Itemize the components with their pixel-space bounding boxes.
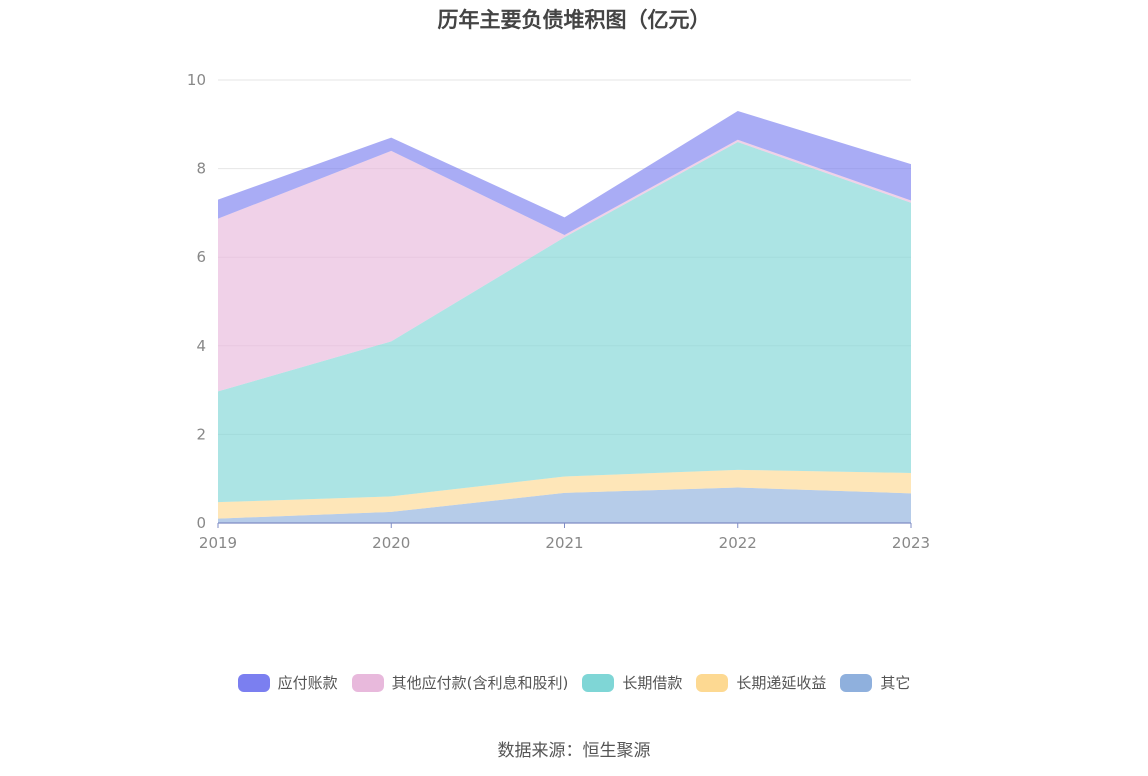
legend-item[interactable]: 其他应付款(含利息和股利)	[351, 672, 569, 693]
legend-swatch	[351, 673, 384, 692]
x-tick-label: 2021	[545, 534, 583, 552]
y-tick-label: 2	[196, 425, 206, 443]
legend-item[interactable]: 应付账款	[237, 672, 338, 693]
area-series-4[interactable]	[218, 111, 911, 236]
area-series-1[interactable]	[218, 469, 911, 519]
y-tick-label: 6	[196, 248, 206, 266]
legend-item[interactable]: 长期借款	[582, 672, 682, 693]
area-series-0[interactable]	[218, 487, 911, 523]
area-series-layer	[218, 111, 911, 523]
x-tick-label: 2020	[372, 534, 410, 552]
y-tick-label: 0	[196, 514, 206, 532]
y-tick-label: 8	[196, 160, 206, 178]
legend-item[interactable]: 长期递延收益	[696, 672, 826, 693]
y-tick-label: 10	[187, 71, 206, 89]
legend-label: 其他应付款(含利息和股利)	[391, 674, 569, 692]
legend-label: 长期递延收益	[736, 674, 827, 692]
legend-swatch	[582, 673, 615, 692]
x-tick-label: 2022	[719, 534, 757, 552]
legend-swatch	[237, 673, 270, 692]
area-series-2[interactable]	[218, 142, 911, 503]
legend-item[interactable]: 其它	[840, 672, 910, 693]
legend-label: 其它	[880, 674, 911, 692]
stacked-area-chart: 0 2 4 6 8 10 2019 2020 2021 2022 2023	[187, 71, 930, 552]
y-tick-label: 4	[196, 337, 206, 355]
legend: 应付账款 其他应付款(含利息和股利) 长期借款 长期递延收益 其它	[0, 672, 1148, 693]
data-source-text: 数据来源：恒生聚源	[497, 741, 651, 761]
legend-swatch	[840, 673, 873, 692]
axes: 0 2 4 6 8 10 2019 2020 2021 2022 2023	[187, 71, 930, 552]
area-series-3[interactable]	[218, 139, 911, 392]
legend-label: 应付账款	[277, 674, 338, 692]
x-tick-label: 2023	[892, 534, 930, 552]
x-tick-label: 2019	[199, 534, 237, 552]
legend-swatch	[696, 673, 729, 692]
chart-title: 历年主要负债堆积图（亿元）	[437, 8, 711, 32]
legend-label: 长期借款	[622, 674, 683, 692]
